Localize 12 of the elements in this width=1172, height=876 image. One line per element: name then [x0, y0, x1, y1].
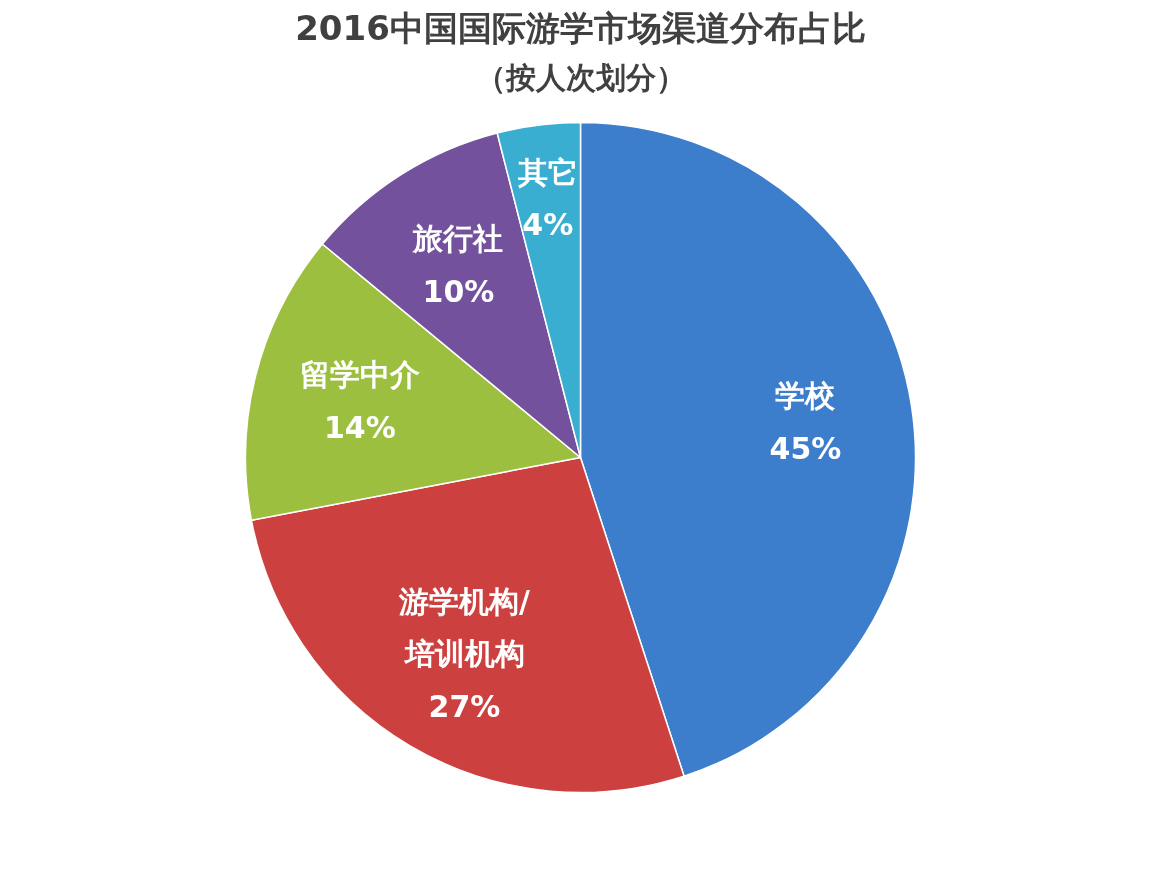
data-label: 14% [323, 409, 396, 445]
slice-label: 其它 [516, 154, 578, 190]
slice-label: 旅行社 [412, 221, 504, 257]
slice-label: 留学中介 [299, 357, 420, 393]
data-label: 45% [769, 430, 842, 466]
chart-subtitle: （按人次划分） [475, 59, 686, 95]
data-label: 27% [428, 688, 501, 724]
slice-label: 学校 [775, 378, 837, 414]
slice-label: 游学机构/ 培训机构 [398, 583, 531, 672]
data-label: 4% [522, 207, 574, 243]
chart-title: 2016中国国际游学市场渠道分布占比 [295, 7, 866, 48]
data-label: 10% [422, 273, 495, 309]
